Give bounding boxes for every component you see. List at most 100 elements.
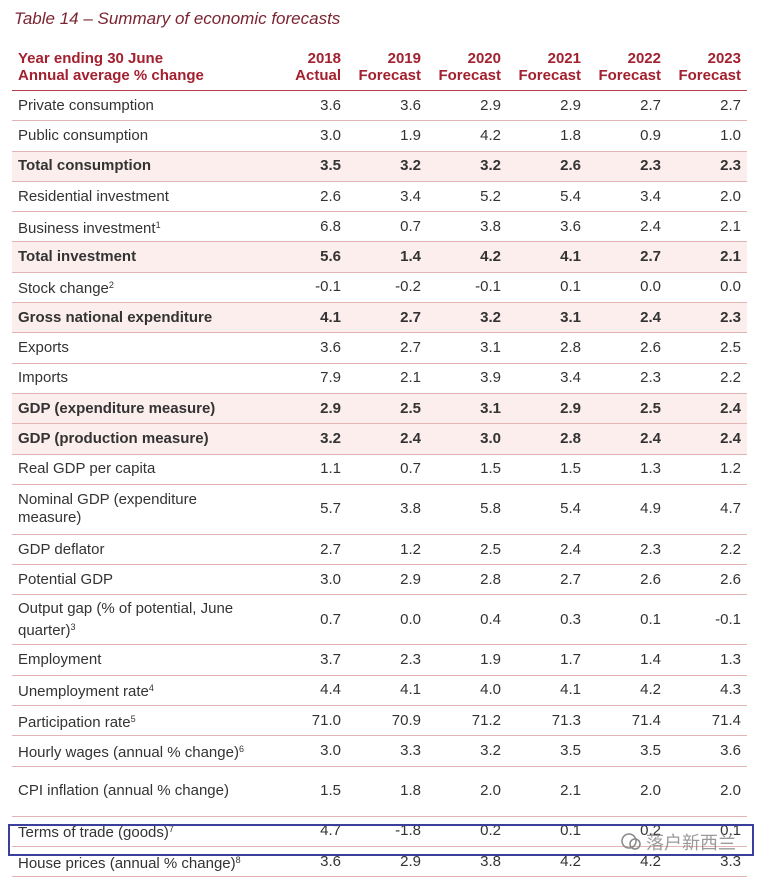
value-cell: 3.5	[587, 735, 667, 767]
footnote-mark: 8	[235, 854, 241, 865]
value-cell: 2.7	[507, 564, 587, 596]
value-cell: 4.0	[427, 675, 507, 707]
value-cell: 2.2	[667, 363, 747, 394]
value-cell: 3.0	[267, 120, 347, 152]
value-cell: 3.1	[427, 332, 507, 364]
table-title: Table 14 – Summary of economic forecasts	[14, 9, 341, 28]
column-header: 2021 Forecast	[507, 46, 587, 91]
value-cell: 5.2	[427, 181, 507, 213]
table-row: Participation rate5 71.0 70.9 71.2 71.3 71.4 7…	[12, 705, 747, 737]
value-cell: 1.5	[427, 454, 507, 485]
value-cell: 2.9	[347, 564, 427, 596]
row-label-cell: Nominal GDP (expenditure measure)	[12, 484, 267, 535]
value-cell: 2.8	[507, 423, 587, 455]
row-label: Business investment	[18, 219, 156, 237]
row-label: CPI inflation (annual % change)	[18, 782, 229, 800]
value-cell: 0.7	[347, 454, 427, 485]
value-cell: 2.3	[667, 151, 747, 182]
value-cell: 2.6	[267, 181, 347, 213]
value-cell: 5.4	[507, 181, 587, 213]
value-cell: 0.0	[587, 272, 667, 304]
footnote-mark: 3	[70, 621, 76, 632]
header-label: Year ending 30 June Annual average % chan…	[12, 46, 267, 91]
row-label: Nominal GDP (expenditure measure)	[18, 491, 197, 527]
value-cell: 4.4	[267, 675, 347, 707]
value-cell: 2.6	[507, 151, 587, 182]
table-row: GDP deflator 2.7 1.2 2.5 2.4 2.3 2.2	[12, 534, 747, 566]
column-year: 2018	[307, 50, 341, 67]
value-cell: 7.9	[267, 363, 347, 394]
value-cell: 4.2	[587, 675, 667, 707]
value-cell: 0.0	[667, 272, 747, 304]
table-row: Business investment1 6.8 0.7 3.8 3.6 2.4 2.1	[12, 211, 747, 243]
row-label-cell: House prices (annual % change)8	[12, 846, 267, 877]
value-cell: 2.4	[667, 423, 747, 455]
value-cell: 0.4	[427, 594, 507, 646]
value-cell: 3.4	[347, 181, 427, 213]
value-cell: 1.9	[347, 120, 427, 152]
value-cell: 3.5	[507, 735, 587, 767]
row-label-cell: Business investment1	[12, 211, 267, 243]
value-cell: 0.1	[587, 594, 667, 646]
value-cell: 1.5	[507, 454, 587, 485]
value-cell: 2.7	[587, 241, 667, 273]
value-cell: 2.6	[667, 564, 747, 596]
row-label-cell: Private consumption	[12, 90, 267, 122]
value-cell: 2.7	[267, 534, 347, 566]
value-cell: 0.1	[667, 816, 747, 847]
column-kind: Forecast	[598, 67, 661, 84]
value-cell: 3.1	[427, 393, 507, 425]
column-header: 2019 Forecast	[347, 46, 427, 91]
column-kind: Forecast	[358, 67, 421, 84]
value-cell: 3.7	[267, 644, 347, 676]
value-cell: 2.3	[667, 302, 747, 334]
table-row: CPI inflation (annual % change) 1.5 1.8 2.0…	[12, 766, 747, 817]
value-cell: 71.0	[267, 705, 347, 737]
value-cell: 2.1	[347, 363, 427, 394]
value-cell: 2.7	[347, 302, 427, 334]
table-row: Potential GDP 3.0 2.9 2.8 2.7 2.6 2.6	[12, 564, 747, 596]
value-cell: 2.7	[667, 90, 747, 122]
column-year: 2023	[707, 50, 741, 67]
value-cell: 3.0	[267, 735, 347, 767]
value-cell: 1.1	[267, 454, 347, 485]
row-label: Participation rate	[18, 713, 131, 731]
row-label: GDP (expenditure measure)	[18, 399, 216, 417]
value-cell: 5.8	[427, 484, 507, 535]
row-label: GDP deflator	[18, 540, 105, 558]
row-label-cell: Stock change2	[12, 272, 267, 304]
row-label-cell: Terms of trade (goods)7	[12, 816, 267, 847]
row-label: GDP (production measure)	[18, 429, 209, 447]
value-cell: 2.4	[667, 393, 747, 425]
column-kind: Forecast	[438, 67, 501, 84]
column-year: 2021	[547, 50, 581, 67]
value-cell: 4.1	[347, 675, 427, 707]
column-kind: Actual	[295, 67, 341, 84]
value-cell: 2.5	[427, 534, 507, 566]
value-cell: 4.3	[667, 675, 747, 707]
table-row: Exports 3.6 2.7 3.1 2.8 2.6 2.5	[12, 332, 747, 364]
row-label: Public consumption	[18, 126, 149, 144]
value-cell: 2.0	[587, 766, 667, 817]
row-label-cell: Total consumption	[12, 151, 267, 182]
value-cell: 2.9	[347, 846, 427, 877]
value-cell: 3.1	[507, 302, 587, 334]
value-cell: 3.6	[267, 332, 347, 364]
value-cell: 3.9	[427, 363, 507, 394]
column-kind: Forecast	[678, 67, 741, 84]
table-row: Nominal GDP (expenditure measure) 5.7 3.8 5…	[12, 484, 747, 535]
row-label: Terms of trade (goods)	[18, 824, 169, 842]
column-header: 2018 Actual	[267, 46, 347, 91]
value-cell: 0.3	[507, 594, 587, 646]
value-cell: 2.6	[587, 564, 667, 596]
row-label-cell: Exports	[12, 332, 267, 364]
value-cell: 2.3	[587, 151, 667, 182]
value-cell: 4.7	[667, 484, 747, 535]
column-year: 2019	[387, 50, 421, 67]
row-label-cell: GDP (expenditure measure)	[12, 393, 267, 425]
watermark-icon	[621, 833, 641, 850]
row-label-cell: CPI inflation (annual % change)	[12, 766, 267, 817]
value-cell: -0.1	[667, 594, 747, 646]
value-cell: 4.7	[267, 816, 347, 847]
value-cell: 0.7	[347, 211, 427, 243]
